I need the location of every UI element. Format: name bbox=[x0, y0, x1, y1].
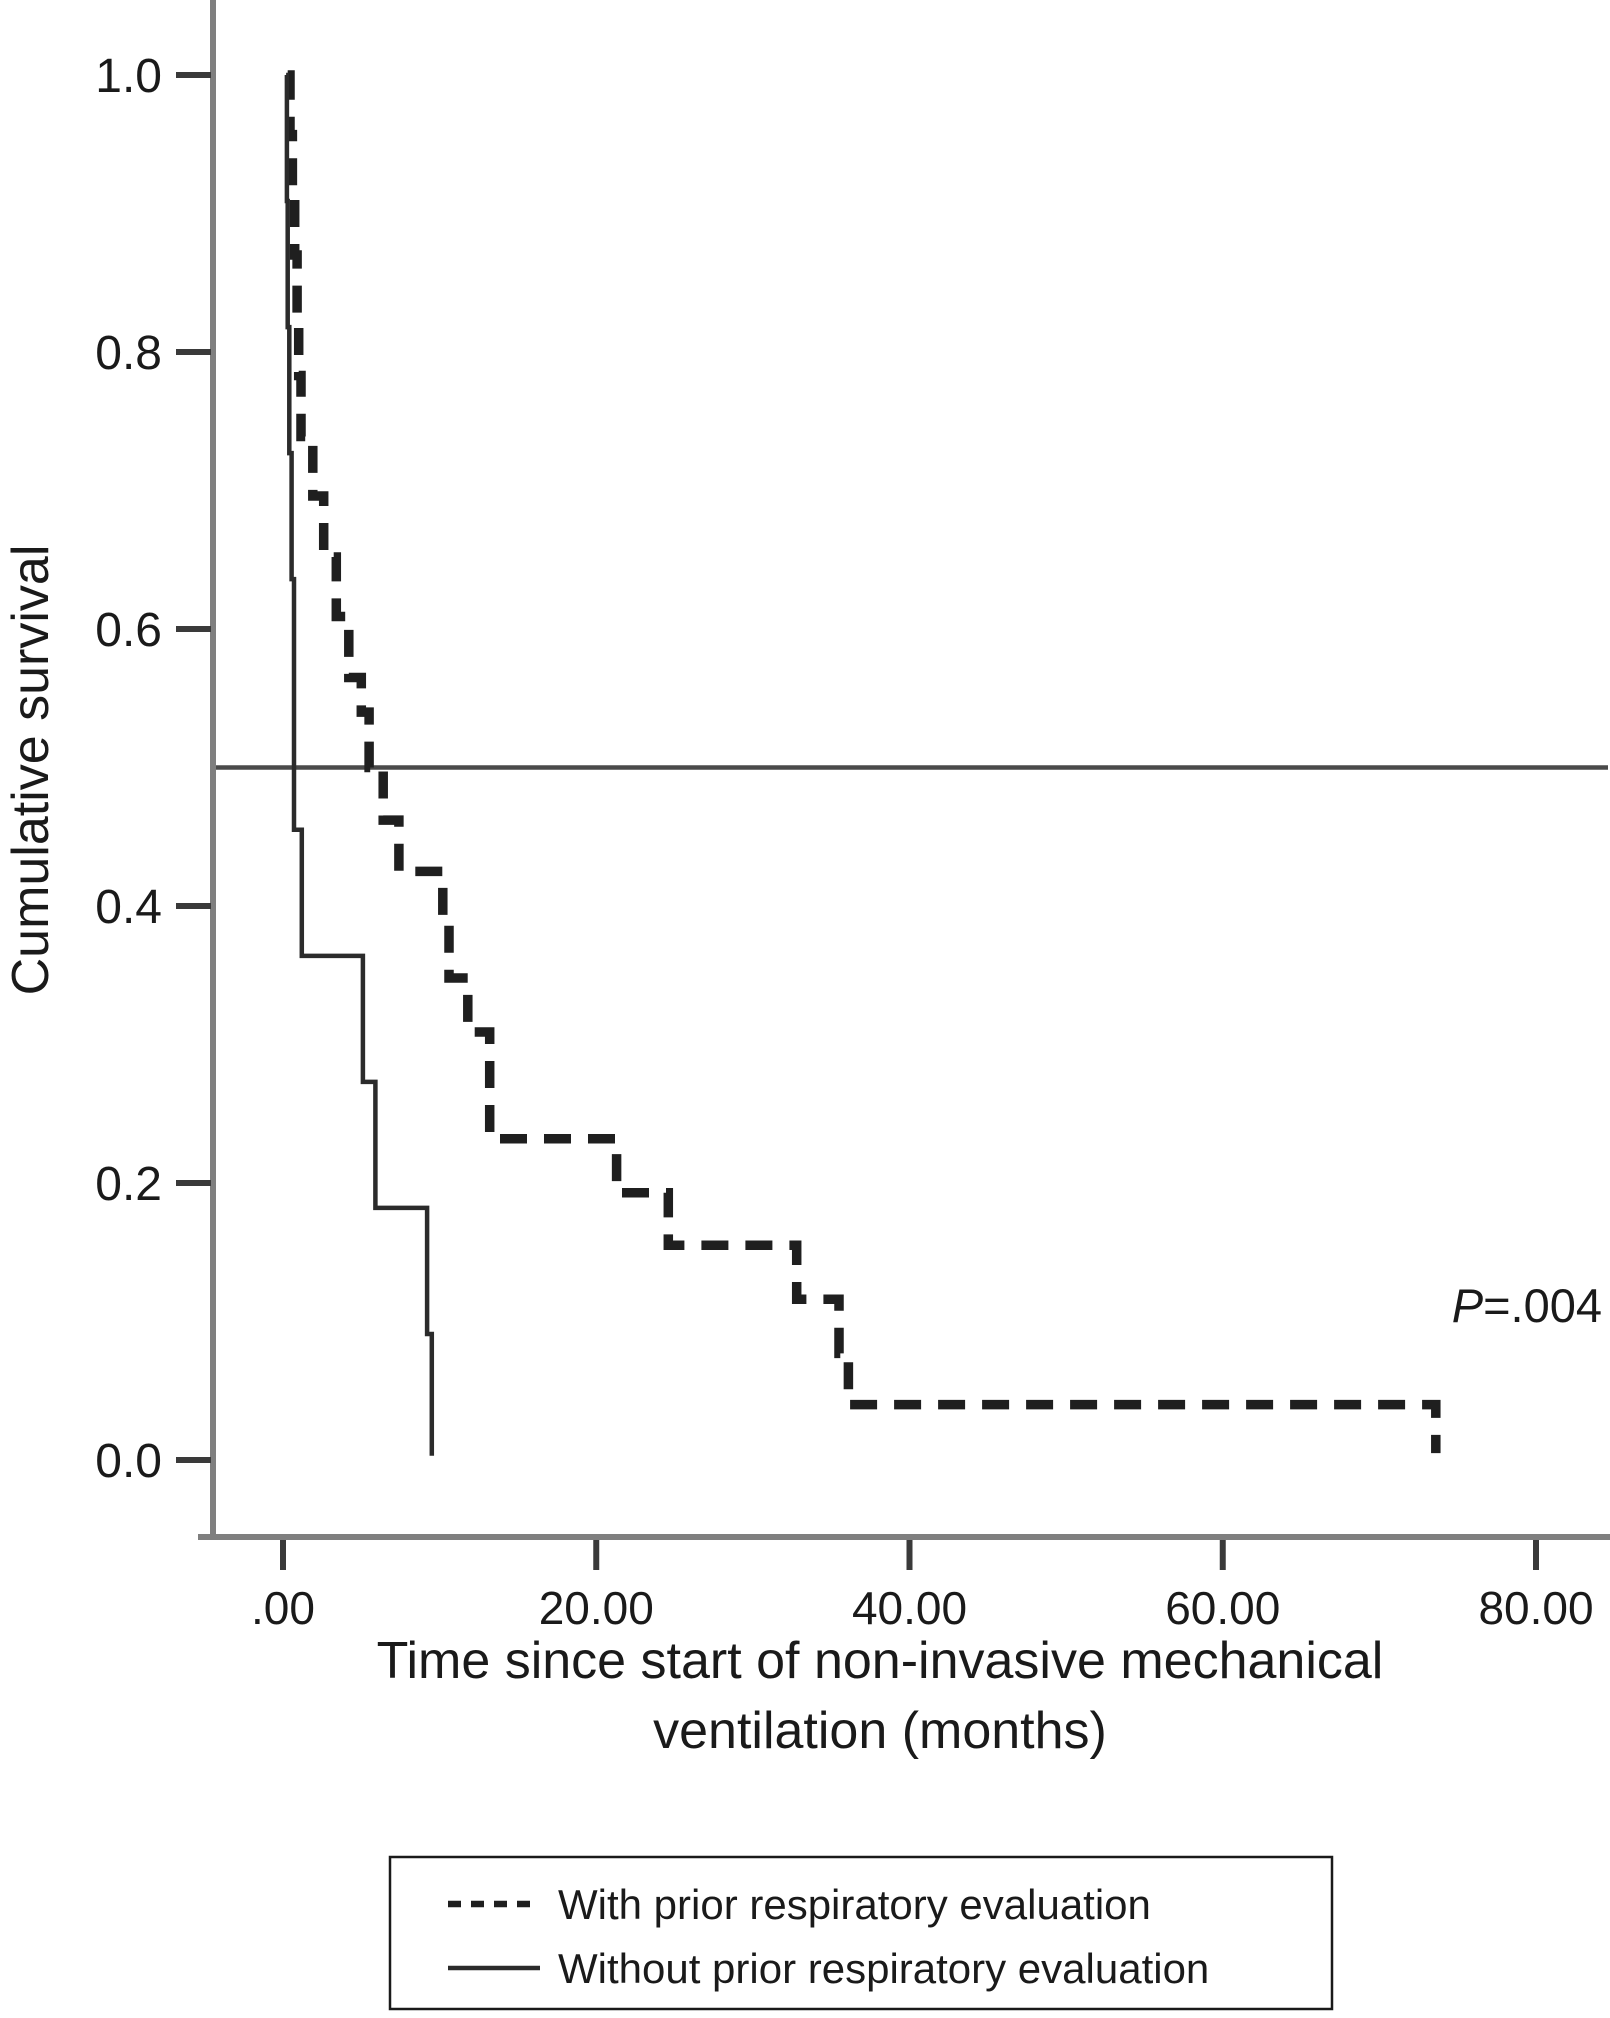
km-curve-with-prior-evaluation bbox=[285, 70, 1441, 1454]
x-tick-label: 80.00 bbox=[1478, 1582, 1593, 1634]
y-tick-label: 0.2 bbox=[95, 1158, 162, 1211]
y-tick-label: 0.8 bbox=[95, 327, 162, 380]
km-curve-without-prior-evaluation bbox=[284, 72, 435, 1456]
x-axis-ticks: .00 20.00 40.00 60.00 80.00 bbox=[251, 1540, 1594, 1634]
x-tick-label: 20.00 bbox=[539, 1582, 654, 1634]
y-tick-label: 0.6 bbox=[95, 604, 162, 657]
x-tick-label: .00 bbox=[251, 1582, 315, 1634]
legend: With prior respiratory evaluation Withou… bbox=[388, 1855, 1334, 2011]
x-tick-label: 60.00 bbox=[1165, 1582, 1280, 1634]
x-axis-title-line1: Time since start of non-invasive mechani… bbox=[377, 1632, 1384, 1690]
y-tick-label: 1.0 bbox=[95, 50, 162, 103]
y-tick-label: 0.4 bbox=[95, 881, 162, 934]
x-axis-title-line2: ventilation (months) bbox=[653, 1702, 1107, 1760]
y-tick-label: 0.0 bbox=[95, 1435, 162, 1488]
p-value-symbol: P bbox=[1452, 1279, 1484, 1332]
y-axis-title: Cumulative survival bbox=[2, 545, 60, 996]
legend-label-with-prior: With prior respiratory evaluation bbox=[558, 1881, 1151, 1928]
legend-label-without-prior: Without prior respiratory evaluation bbox=[558, 1945, 1209, 1992]
legend-box bbox=[388, 1855, 1334, 2011]
p-value-number: =.004 bbox=[1483, 1279, 1602, 1332]
y-axis-ticks: 1.0 0.8 0.6 0.4 0.2 0.0 bbox=[95, 50, 211, 1488]
p-value-annotation: P=.004 bbox=[1452, 1279, 1602, 1332]
x-tick-label: 40.00 bbox=[852, 1582, 967, 1634]
